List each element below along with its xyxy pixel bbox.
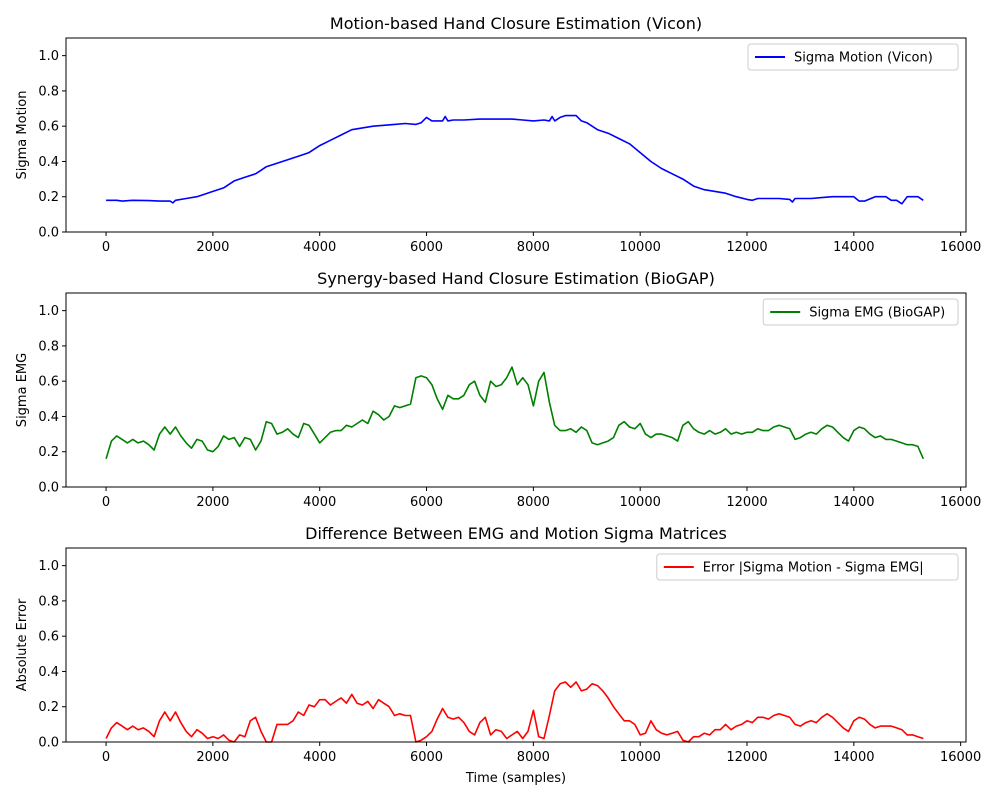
x-tick-label: 6000	[410, 495, 443, 510]
chart-panel-1: Motion-based Hand Closure Estimation (Vi…	[15, 14, 981, 255]
y-tick-label: 0.0	[38, 226, 59, 241]
x-tick-label: 4000	[303, 750, 336, 765]
y-tick-label: 0.4	[38, 665, 59, 680]
chart-title: Synergy-based Hand Closure Estimation (B…	[317, 269, 715, 288]
series-line-1	[106, 114, 924, 205]
x-tick-label: 4000	[303, 495, 336, 510]
x-tick-label: 12000	[726, 750, 767, 765]
y-tick-label: 1.0	[38, 304, 59, 319]
y-tick-label: 0.8	[38, 84, 59, 99]
y-tick-label: 1.0	[38, 49, 59, 64]
chart-title: Motion-based Hand Closure Estimation (Vi…	[330, 14, 702, 33]
y-tick-label: 0.0	[38, 481, 59, 496]
y-axis-label: Absolute Error	[15, 598, 30, 691]
x-tick-label: 0	[102, 240, 110, 255]
y-tick-label: 0.2	[38, 700, 59, 715]
y-tick-label: 0.0	[38, 736, 59, 751]
x-tick-label: 10000	[620, 240, 661, 255]
legend: Sigma Motion (Vicon)	[747, 43, 959, 71]
y-tick-label: 0.8	[38, 594, 59, 609]
legend-box	[656, 553, 959, 581]
legend-box	[747, 43, 959, 71]
x-tick-label: 12000	[726, 495, 767, 510]
x-tick-label: 2000	[196, 750, 229, 765]
legend: Error |Sigma Motion - Sigma EMG|	[656, 553, 959, 581]
y-tick-label: 0.6	[38, 375, 59, 390]
x-tick-label: 2000	[196, 495, 229, 510]
x-tick-label: 2000	[196, 240, 229, 255]
x-tick-label: 8000	[517, 750, 550, 765]
y-tick-label: 0.2	[38, 190, 59, 205]
x-tick-label: 10000	[620, 495, 661, 510]
chart-panel-3: Difference Between EMG and Motion Sigma …	[15, 524, 981, 786]
x-tick-label: 16000	[940, 240, 981, 255]
legend-box	[762, 298, 959, 326]
legend-entry: Sigma EMG (BioGAP)	[809, 306, 945, 321]
y-axis-label: Sigma EMG	[15, 353, 30, 427]
x-tick-label: 16000	[940, 495, 981, 510]
x-tick-label: 0	[102, 750, 110, 765]
legend: Sigma EMG (BioGAP)	[762, 298, 959, 326]
x-axis-label: Time (samples)	[465, 771, 566, 786]
legend-entry: Sigma Motion (Vicon)	[794, 51, 933, 66]
y-axis-label: Sigma Motion	[15, 91, 30, 180]
series-line-1	[105, 366, 925, 460]
x-tick-label: 14000	[833, 495, 874, 510]
chart-title: Difference Between EMG and Motion Sigma …	[305, 524, 727, 543]
axes-frame	[65, 547, 967, 743]
x-tick-label: 14000	[833, 240, 874, 255]
x-tick-label: 14000	[833, 750, 874, 765]
x-tick-label: 8000	[517, 495, 550, 510]
x-tick-label: 8000	[517, 240, 550, 255]
y-tick-label: 0.8	[38, 339, 59, 354]
x-tick-label: 0	[102, 495, 110, 510]
axes-frame	[65, 292, 967, 488]
x-tick-label: 6000	[410, 750, 443, 765]
y-tick-label: 1.0	[38, 559, 59, 574]
y-tick-label: 0.6	[38, 120, 59, 135]
axes-frame	[65, 37, 967, 233]
legend-entry: Error |Sigma Motion - Sigma EMG|	[703, 561, 924, 576]
y-tick-label: 0.4	[38, 410, 59, 425]
y-tick-label: 0.6	[38, 630, 59, 645]
x-tick-label: 12000	[726, 240, 767, 255]
x-tick-label: 6000	[410, 240, 443, 255]
chart-panel-2: Synergy-based Hand Closure Estimation (B…	[15, 269, 981, 510]
y-tick-label: 0.4	[38, 155, 59, 170]
x-tick-label: 10000	[620, 750, 661, 765]
x-tick-label: 16000	[940, 750, 981, 765]
series-line-1	[105, 681, 924, 743]
y-tick-label: 0.2	[38, 445, 59, 460]
x-tick-label: 4000	[303, 240, 336, 255]
